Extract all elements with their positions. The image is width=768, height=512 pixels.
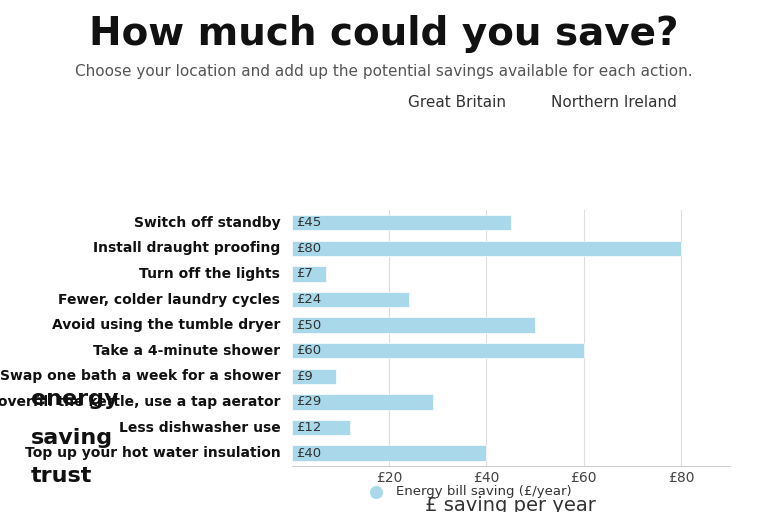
Bar — [292, 215, 511, 230]
Text: Fewer, colder laundry cycles: Fewer, colder laundry cycles — [58, 292, 280, 307]
Text: Turn off the lights: Turn off the lights — [140, 267, 280, 281]
Bar — [292, 266, 326, 282]
Text: £7: £7 — [296, 267, 313, 281]
Text: trust: trust — [31, 466, 92, 486]
Text: Top up your hot water insulation: Top up your hot water insulation — [25, 446, 280, 460]
Bar — [292, 292, 409, 307]
Bar — [292, 394, 433, 410]
Bar — [292, 445, 486, 461]
Text: Less dishwasher use: Less dishwasher use — [118, 420, 280, 435]
Bar — [292, 241, 681, 256]
Text: £80: £80 — [296, 242, 321, 255]
Text: How much could you save?: How much could you save? — [89, 15, 679, 53]
Bar — [292, 317, 535, 333]
Text: £60: £60 — [296, 344, 321, 357]
Text: Swap one bath a week for a shower: Swap one bath a week for a shower — [0, 369, 280, 383]
Text: £12: £12 — [296, 421, 321, 434]
Bar — [292, 369, 336, 384]
Text: £9: £9 — [296, 370, 313, 383]
Text: Install draught proofing: Install draught proofing — [93, 241, 280, 255]
Text: Don't overfill the kettle, use a tap aerator: Don't overfill the kettle, use a tap aer… — [0, 395, 280, 409]
Text: £29: £29 — [296, 395, 321, 409]
Text: Northern Ireland: Northern Ireland — [551, 95, 677, 110]
Text: Avoid using the tumble dryer: Avoid using the tumble dryer — [52, 318, 280, 332]
Text: saving: saving — [31, 428, 113, 447]
Text: £24: £24 — [296, 293, 321, 306]
Text: energy: energy — [31, 389, 118, 409]
X-axis label: £ saving per year: £ saving per year — [425, 496, 596, 512]
Text: Energy bill saving (£/year): Energy bill saving (£/year) — [396, 485, 571, 498]
Text: £45: £45 — [296, 216, 321, 229]
Bar — [292, 420, 350, 435]
Bar — [292, 343, 584, 358]
Text: Switch off standby: Switch off standby — [134, 216, 280, 230]
Text: Choose your location and add up the potential savings available for each action.: Choose your location and add up the pote… — [75, 64, 693, 79]
Text: Take a 4-minute shower: Take a 4-minute shower — [93, 344, 280, 358]
Text: £40: £40 — [296, 446, 321, 460]
Text: £50: £50 — [296, 318, 321, 332]
Text: Great Britain: Great Britain — [408, 95, 506, 110]
Point — [624, 348, 637, 356]
